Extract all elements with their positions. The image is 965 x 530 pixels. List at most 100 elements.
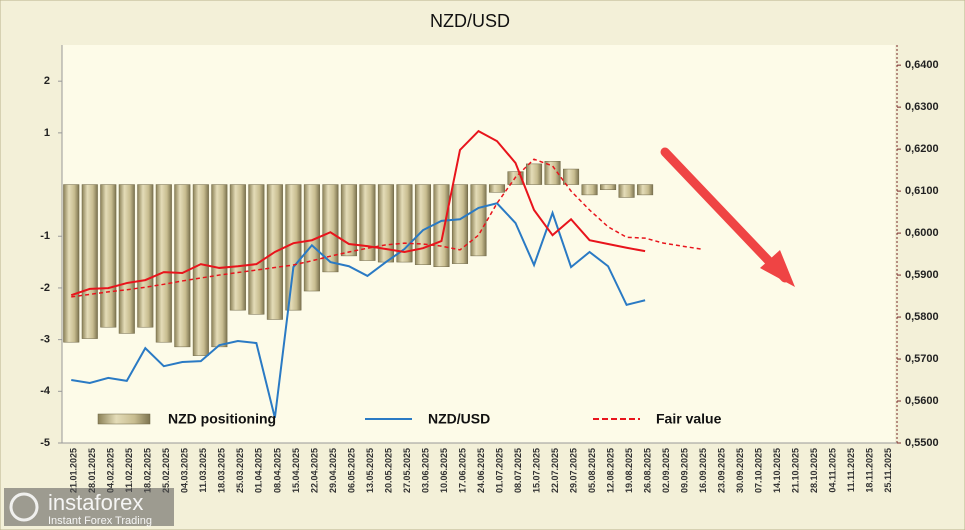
bar [340, 184, 357, 257]
bar [359, 184, 376, 261]
watermark-tagline: Instant Forex Trading [48, 515, 152, 527]
y2-tick-label: 0,6200 [905, 143, 939, 155]
x-tick-label: 01.04.2025 [254, 448, 264, 493]
y2-tick-label: 0,6000 [905, 227, 939, 239]
x-tick-label: 18.02.2025 [143, 448, 153, 493]
line [71, 202, 646, 419]
chart-title: NZD/USD [430, 11, 510, 31]
y-tick-label: -1 [40, 230, 50, 242]
bar [248, 184, 265, 315]
bar [544, 161, 561, 185]
x-tick-label: 30.09.2025 [735, 448, 745, 493]
x-tick-label: 12.08.2025 [605, 448, 615, 493]
x-tick-label: 25.03.2025 [235, 448, 245, 493]
y2-tick-label: 0,5900 [905, 269, 939, 281]
bar [618, 184, 635, 198]
x-tick-label: 21.01.2025 [69, 448, 79, 493]
x-tick-label: 16.09.2025 [698, 448, 708, 493]
x-tick-label: 28.01.2025 [87, 448, 97, 493]
y2-tick-label: 0,6400 [905, 59, 939, 71]
y-tick-label: -5 [40, 437, 50, 449]
x-tick-label: 19.08.2025 [624, 448, 634, 493]
x-tick-label: 17.06.2025 [457, 448, 467, 493]
y-tick-label: 1 [44, 127, 50, 139]
x-tick-label: 18.03.2025 [217, 448, 227, 493]
x-tick-label: 01.07.2025 [494, 448, 504, 493]
x-tick-label: 06.05.2025 [346, 448, 356, 493]
x-tick-label: 27.05.2025 [402, 448, 412, 493]
x-tick-label: 25.11.2025 [883, 448, 893, 493]
watermark-brand: instaforex [48, 490, 143, 515]
legend-label: NZD positioning [168, 411, 276, 427]
bar [488, 184, 506, 193]
x-tick-label: 15.07.2025 [531, 448, 541, 493]
y2-tick-label: 0,5600 [905, 395, 939, 407]
x-tick-label: 21.10.2025 [791, 448, 801, 493]
x-tick-label: 11.11.2025 [846, 448, 856, 492]
bar [211, 184, 228, 348]
bar [229, 184, 246, 311]
y2-tick-label: 0,5800 [905, 311, 939, 323]
bar [63, 184, 80, 343]
bar [322, 184, 339, 273]
bar [118, 184, 135, 334]
x-tick-label: 03.06.2025 [420, 448, 430, 493]
bar [192, 184, 209, 356]
bar [433, 184, 450, 267]
y-tick-label: -2 [40, 282, 50, 294]
bar [470, 184, 487, 257]
bar [451, 184, 469, 264]
bar [563, 168, 580, 185]
bar [285, 184, 302, 311]
y-tick-label: -3 [40, 334, 50, 346]
line [70, 129, 646, 297]
x-tick-label: 04.03.2025 [180, 448, 190, 493]
bar [100, 184, 117, 328]
x-tick-label: 15.04.2025 [291, 448, 301, 493]
x-tick-label: 11.02.2025 [124, 448, 134, 493]
x-tick-label: 07.10.2025 [754, 448, 764, 493]
line [71, 158, 701, 298]
x-tick-label: 04.02.2025 [106, 448, 116, 493]
x-tick-label: 11.03.2025 [198, 448, 208, 493]
x-tick-label: 26.08.2025 [642, 448, 652, 493]
x-tick-label: 29.04.2025 [328, 448, 338, 493]
bar [581, 184, 598, 196]
x-tick-label: 18.11.2025 [865, 448, 875, 493]
y2-tick-label: 0,5500 [905, 437, 939, 449]
x-tick-label: 02.09.2025 [661, 448, 671, 493]
y2-tick-label: 0,6300 [905, 101, 939, 113]
bar [637, 184, 654, 196]
x-tick-label: 28.10.2025 [809, 448, 819, 493]
x-tick-label: 25.02.2025 [161, 448, 171, 493]
x-tick-label: 22.04.2025 [309, 448, 319, 493]
watermark-box [4, 488, 174, 526]
x-tick-label: 24.06.2025 [476, 448, 486, 493]
bar [396, 184, 413, 263]
y-tick-label: 2 [44, 75, 50, 87]
x-tick-label: 09.09.2025 [679, 448, 689, 493]
x-tick-label: 13.05.2025 [365, 448, 375, 493]
y-tick-label: -4 [40, 385, 51, 397]
x-tick-label: 14.10.2025 [772, 448, 782, 493]
x-tick-label: 10.06.2025 [439, 448, 449, 493]
x-tick-label: 22.07.2025 [550, 448, 560, 493]
legend-label: NZD/USD [428, 411, 490, 427]
x-tick-label: 04.11.2025 [828, 448, 838, 493]
y2-tick-label: 0,6100 [905, 185, 939, 197]
bar [81, 184, 98, 339]
bar [155, 184, 172, 343]
bar [414, 184, 431, 265]
x-tick-label: 05.08.2025 [587, 448, 597, 493]
y2-tick-label: 0,5700 [905, 353, 939, 365]
x-tick-label: 20.05.2025 [383, 448, 393, 493]
legend-swatch [97, 413, 151, 425]
bar [526, 163, 543, 185]
bar [174, 184, 191, 348]
x-tick-label: 29.07.2025 [568, 448, 578, 493]
trend-arrow-head [760, 250, 795, 287]
x-tick-label: 08.07.2025 [513, 448, 523, 493]
trend-arrow [660, 147, 790, 283]
legend-label: Fair value [656, 411, 722, 427]
